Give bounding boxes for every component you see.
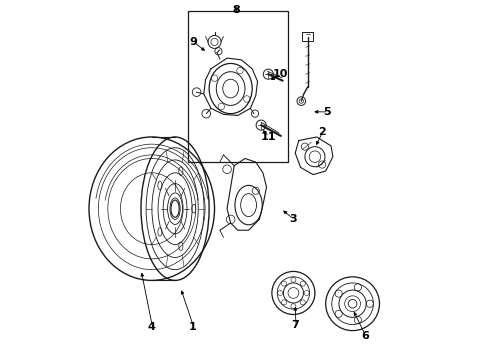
Text: 7: 7 bbox=[292, 320, 299, 330]
Text: 1: 1 bbox=[189, 322, 197, 332]
Text: 5: 5 bbox=[324, 107, 331, 117]
Text: 9: 9 bbox=[189, 37, 197, 47]
Text: 6: 6 bbox=[361, 331, 369, 341]
Text: 10: 10 bbox=[273, 69, 289, 79]
Bar bbox=[188, 12, 288, 162]
Bar bbox=[302, 32, 313, 41]
Text: 4: 4 bbox=[148, 322, 156, 332]
Text: 3: 3 bbox=[290, 215, 297, 224]
Text: 8: 8 bbox=[232, 5, 240, 15]
Text: 2: 2 bbox=[318, 127, 326, 136]
Text: 11: 11 bbox=[261, 132, 276, 142]
